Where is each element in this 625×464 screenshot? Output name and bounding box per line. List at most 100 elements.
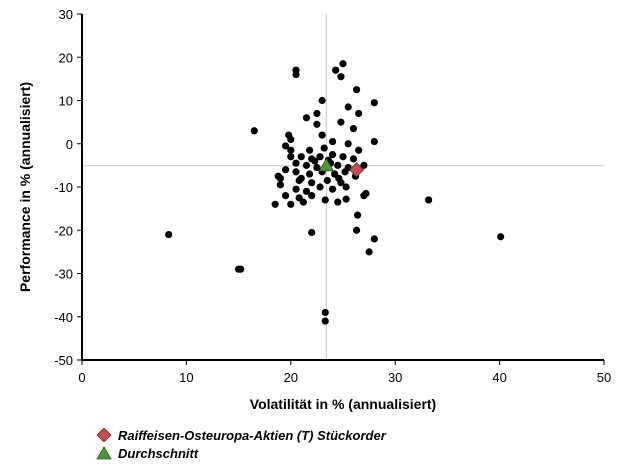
data-point — [305, 146, 314, 154]
data-point — [323, 176, 331, 185]
x-tick-label: 20 — [284, 370, 298, 385]
data-point — [342, 195, 350, 203]
data-point — [318, 96, 326, 105]
data-point — [281, 192, 290, 200]
tick-labels: 0 10 20 30 40 50 30 20 10 0 -10 -20 -30 -40 -50 — [54, 7, 611, 385]
data-point — [165, 230, 173, 239]
data-point — [370, 235, 378, 243]
legend-label-fund: Raiffeisen-Osteuropa-Aktien (T) Stückord… — [118, 427, 386, 443]
data-point — [365, 248, 373, 256]
data-point — [281, 142, 290, 150]
x-axis-title: Volatilität in % (annualisiert) — [250, 396, 436, 412]
data-point — [302, 187, 311, 195]
data-point — [425, 196, 433, 204]
data-point — [497, 233, 505, 241]
data-point — [349, 125, 358, 133]
reference-lines — [82, 14, 604, 360]
data-point — [292, 168, 300, 176]
data-point — [352, 226, 361, 234]
fund-marker — [349, 162, 365, 178]
legend-item-fund: Raiffeisen-Osteuropa-Aktien (T) Stückord… — [96, 426, 386, 444]
data-point — [276, 181, 284, 189]
data-point — [297, 174, 305, 182]
y-tick-label: -10 — [54, 180, 73, 195]
data-point — [297, 153, 305, 161]
data-point — [287, 146, 295, 154]
data-point — [318, 131, 326, 139]
y-tick-label: -30 — [54, 267, 73, 282]
data-point — [311, 157, 319, 165]
data-point — [316, 153, 324, 161]
data-point — [321, 308, 329, 317]
data-point — [349, 155, 358, 163]
data-point — [344, 103, 352, 111]
data-point — [360, 192, 368, 200]
x-tick-label: 40 — [492, 370, 506, 385]
y-axis-title: Performance in % (annualisiert) — [17, 82, 33, 292]
data-point — [313, 120, 321, 128]
data-point — [299, 198, 307, 206]
data-point — [328, 150, 337, 159]
y-tick-label: 10 — [59, 94, 73, 109]
data-point — [281, 166, 290, 174]
data-point — [250, 127, 258, 135]
data-point — [337, 118, 345, 126]
legend-label-average: Durchschnitt — [118, 445, 199, 461]
scatter-chart: 0 10 20 30 40 50 30 20 10 0 -10 -20 -30 -40 -50 Volati… — [17, 7, 611, 412]
data-point — [235, 265, 243, 273]
average-marker — [318, 158, 334, 172]
data-point — [305, 170, 314, 178]
data-point — [316, 183, 324, 191]
y-tick-label: 30 — [59, 7, 73, 22]
data-point — [313, 109, 321, 118]
data-point — [355, 109, 363, 118]
y-tick-label: -40 — [54, 310, 73, 325]
legend-item-average: Durchschnitt — [96, 444, 386, 462]
data-point — [352, 86, 361, 94]
x-tick-label: 30 — [388, 370, 402, 385]
y-tick-label: -20 — [54, 223, 73, 238]
data-point — [287, 200, 295, 208]
data-point — [370, 137, 378, 146]
data-point — [271, 200, 279, 208]
y-tick-label: -50 — [54, 353, 73, 368]
data-point — [370, 99, 378, 107]
data-point — [321, 317, 329, 325]
data-point — [334, 198, 342, 206]
data-point — [339, 153, 347, 161]
data-point — [328, 137, 337, 146]
data-point — [355, 146, 363, 154]
data-point — [342, 183, 350, 191]
data-point — [308, 179, 316, 187]
diamond-icon — [96, 428, 112, 442]
data-point — [339, 60, 347, 68]
y-tick-label: 20 — [59, 50, 73, 65]
data-point — [321, 196, 329, 204]
data-point — [334, 161, 342, 169]
legend: Raiffeisen-Osteuropa-Aktien (T) Stückord… — [96, 426, 386, 462]
triangle-icon — [96, 446, 112, 460]
y-tick-label: 0 — [66, 137, 73, 152]
x-tick-label: 50 — [597, 370, 611, 385]
data-point — [302, 161, 311, 169]
data-point — [274, 172, 282, 180]
data-points — [165, 60, 505, 325]
x-tick-label: 10 — [179, 370, 193, 385]
data-point — [320, 144, 328, 152]
data-point — [287, 153, 295, 161]
data-point — [360, 161, 368, 169]
data-point — [337, 73, 345, 81]
data-point — [287, 135, 295, 144]
data-point — [308, 228, 316, 237]
data-point — [335, 174, 343, 182]
data-point — [344, 140, 352, 148]
data-point — [292, 185, 300, 193]
data-point — [354, 211, 362, 219]
data-point — [341, 168, 349, 176]
data-point — [308, 192, 316, 200]
data-point — [292, 70, 300, 79]
data-point — [332, 66, 340, 74]
data-point — [302, 114, 311, 122]
data-point — [292, 159, 300, 167]
x-tick-label: 0 — [78, 370, 85, 385]
